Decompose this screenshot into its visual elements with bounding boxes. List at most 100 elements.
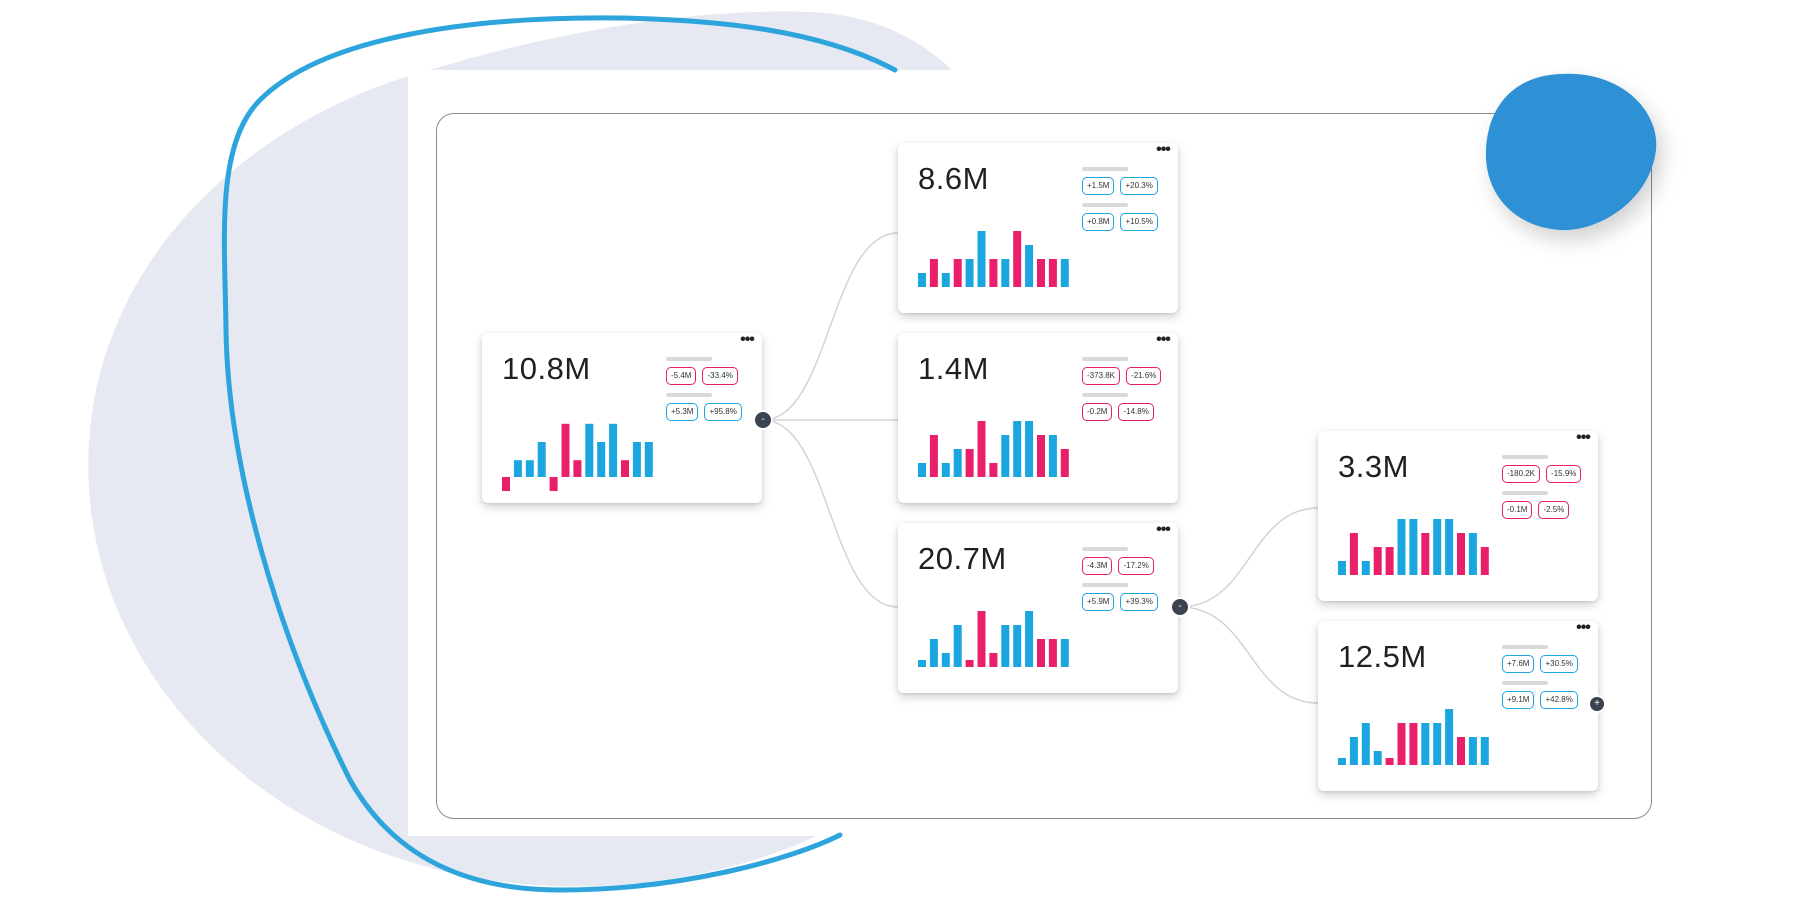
bar-7 — [1001, 435, 1010, 477]
placeholder-line — [1502, 455, 1548, 459]
more-options-icon[interactable]: ••• — [1156, 141, 1171, 158]
bar-3 — [1373, 547, 1382, 575]
bar-7 — [1421, 533, 1430, 575]
bar-3 — [1373, 751, 1382, 765]
bar-4 — [1385, 547, 1394, 575]
metric-value: 12.5M — [1338, 639, 1427, 674]
bar-1 — [929, 259, 938, 287]
delta-pill: -4.3M — [1082, 557, 1113, 575]
bar-3 — [953, 259, 962, 287]
bar-10 — [1457, 737, 1465, 765]
delta-pill: +95.8% — [704, 403, 742, 421]
delta-pill: -17.2% — [1118, 557, 1154, 575]
metric-pills: +1.5M +20.3% +0.8M +10.5% — [1082, 167, 1174, 231]
bar-2 — [525, 460, 534, 477]
bar-9 — [1025, 245, 1034, 287]
bar-1 — [929, 435, 938, 477]
bar-5 — [977, 421, 986, 477]
delta-pill: +10.5% — [1120, 213, 1158, 231]
placeholder-line — [1502, 645, 1548, 649]
bar-2 — [941, 273, 950, 287]
placeholder-line — [1502, 681, 1548, 685]
bar-chart — [502, 423, 653, 491]
bar-chart — [1338, 519, 1489, 575]
bar-9 — [1025, 421, 1034, 477]
bar-0 — [918, 463, 926, 477]
bar-6 — [989, 259, 998, 287]
bar-5 — [977, 231, 986, 287]
metric-card-grandchild-1[interactable]: 3.3M ••• -180.2K -15.9% -0.1M -2.5% — [1318, 429, 1598, 601]
bar-12 — [1480, 547, 1489, 575]
bar-0 — [1338, 561, 1346, 575]
bar-9 — [1445, 519, 1454, 575]
bar-5 — [1397, 519, 1406, 575]
delta-pill: -373.8K — [1082, 367, 1121, 385]
bar-5 — [561, 423, 570, 477]
metric-value: 1.4M — [918, 351, 989, 386]
bar-11 — [1468, 737, 1477, 765]
metric-card-grandchild-2[interactable]: 12.5M ••• +7.6M +30.5% +9.1M +42.8% — [1318, 619, 1598, 791]
more-options-icon[interactable]: ••• — [1576, 619, 1591, 636]
bar-9 — [1445, 709, 1454, 765]
bar-2 — [1361, 723, 1370, 765]
bar-chart — [918, 611, 1069, 667]
bar-8 — [1013, 421, 1022, 477]
collapse-node-child-3[interactable]: - — [1172, 599, 1188, 615]
bar-3 — [537, 442, 546, 477]
bar-7 — [1421, 723, 1430, 765]
bar-2 — [941, 463, 950, 477]
delta-pill: -0.2M — [1082, 403, 1113, 421]
metric-pills: -180.2K -15.9% -0.1M -2.5% — [1502, 455, 1594, 519]
more-options-icon[interactable]: ••• — [1576, 429, 1591, 446]
bar-3 — [953, 625, 962, 667]
placeholder-line — [1082, 203, 1128, 207]
bar-10 — [1037, 259, 1045, 287]
bar-6 — [1409, 723, 1418, 765]
delta-pill: +5.3M — [666, 403, 699, 421]
metric-value: 8.6M — [918, 161, 989, 196]
collapse-node-root[interactable]: - — [755, 412, 771, 428]
delta-pill: +9.1M — [1502, 691, 1535, 709]
metric-pills: -4.3M -17.2% +5.9M +39.3% — [1082, 547, 1174, 611]
more-options-icon[interactable]: ••• — [740, 331, 755, 348]
bar-4 — [965, 259, 974, 287]
bar-1 — [1349, 737, 1358, 765]
more-options-icon[interactable]: ••• — [1156, 521, 1171, 538]
expand-node-grandchild-2[interactable]: + — [1590, 697, 1604, 711]
metric-pills: -5.4M -33.4% +5.3M +95.8% — [666, 357, 758, 421]
bar-12 — [1060, 259, 1069, 287]
bar-7 — [1001, 625, 1010, 667]
bar-1 — [1349, 533, 1358, 575]
bar-9 — [609, 423, 618, 477]
bar-8 — [1433, 723, 1442, 765]
placeholder-line — [1082, 357, 1128, 361]
bar-11 — [1048, 435, 1057, 477]
placeholder-line — [1082, 547, 1128, 551]
bar-8 — [1013, 625, 1022, 667]
more-options-icon[interactable]: ••• — [1156, 331, 1171, 348]
metric-card-root[interactable]: 10.8M ••• -5.4M -33.4% +5.3M +95.8% — [482, 331, 762, 503]
delta-pill: +0.8M — [1082, 213, 1115, 231]
metric-card-child-3[interactable]: 20.7M ••• -4.3M -17.2% +5.9M +39.3% — [898, 521, 1178, 693]
bar-0 — [502, 477, 510, 491]
bar-6 — [989, 653, 998, 667]
metric-value: 10.8M — [502, 351, 591, 386]
placeholder-line — [1082, 167, 1128, 171]
metric-card-child-2[interactable]: 1.4M ••• -373.8K -21.6% -0.2M -14.8% — [898, 331, 1178, 503]
bar-chart — [918, 421, 1069, 477]
bar-8 — [597, 442, 606, 477]
delta-pill: -33.4% — [702, 367, 738, 385]
bar-12 — [1060, 639, 1069, 667]
delta-pill: +30.5% — [1540, 655, 1578, 673]
bar-2 — [941, 653, 950, 667]
metric-card-child-1[interactable]: 8.6M ••• +1.5M +20.3% +0.8M +10.5% — [898, 141, 1178, 313]
bar-6 — [1409, 519, 1418, 575]
bar-0 — [918, 273, 926, 287]
placeholder-line — [1502, 491, 1548, 495]
placeholder-line — [666, 357, 712, 361]
delta-pill: -180.2K — [1502, 465, 1541, 483]
metric-pills: +7.6M +30.5% +9.1M +42.8% — [1502, 645, 1594, 709]
bar-chart — [1338, 709, 1489, 765]
placeholder-line — [666, 393, 712, 397]
bar-0 — [918, 660, 926, 667]
